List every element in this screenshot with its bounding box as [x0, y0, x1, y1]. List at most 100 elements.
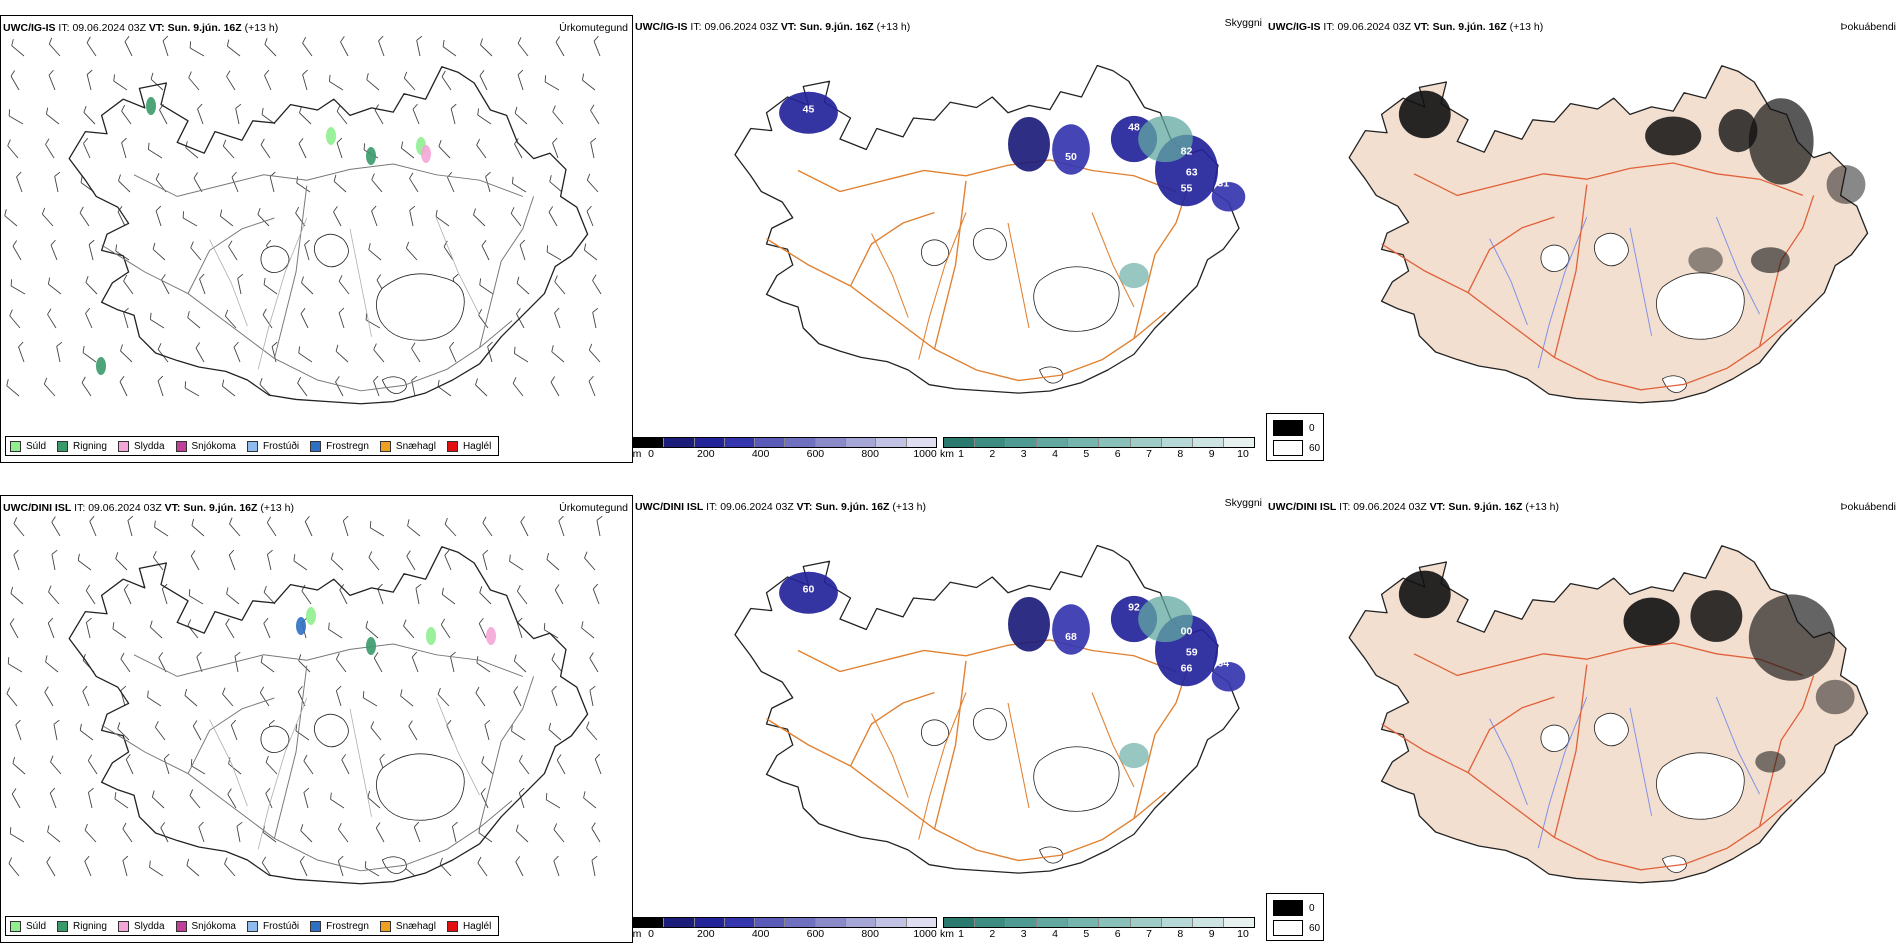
barb-flag: [10, 586, 14, 594]
barb-shaft: [551, 690, 558, 707]
barb-flag: [259, 378, 263, 385]
barb-shaft: [123, 312, 129, 329]
barb-shaft: [228, 554, 236, 571]
barb-flag: [517, 69, 524, 76]
barb-shaft: [437, 386, 452, 397]
barb-shaft: [596, 520, 601, 537]
barb-shaft: [124, 41, 133, 57]
barb-shaft: [299, 861, 308, 877]
visibility-value-label: 64: [1217, 657, 1229, 669]
legend-label: Slydda: [133, 440, 165, 452]
barb-flag: [192, 720, 198, 727]
scale-cell: [1161, 438, 1193, 447]
barb-flag: [16, 171, 22, 178]
wind-barb: [10, 70, 20, 91]
wind-barb: [187, 311, 201, 329]
barb-flag: [333, 174, 337, 182]
barb-shaft: [191, 765, 206, 775]
barb-shaft: [122, 860, 128, 877]
barb-shaft: [189, 47, 205, 57]
wind-barb: [190, 241, 202, 261]
wind-barb: [226, 70, 236, 91]
wind-barb: [10, 586, 24, 605]
glacier-outline: [313, 233, 349, 268]
precip-cell: [96, 357, 106, 375]
barb-shaft: [409, 210, 414, 227]
wind-barb: [157, 375, 164, 397]
barb-flag: [555, 36, 561, 43]
barb-flag: [260, 655, 263, 663]
legend-item: Rigning: [53, 440, 114, 452]
wind-barb: [182, 211, 198, 227]
fog-map: [1348, 545, 1869, 884]
legend-swatch: [57, 920, 69, 932]
barb-flag: [190, 550, 196, 557]
road-line: [797, 159, 1177, 193]
barb-shaft: [373, 657, 383, 673]
barb-shaft: [480, 793, 489, 809]
vt-value: Sun. 9.jún. 16Z: [799, 21, 874, 33]
barb-flag: [596, 516, 603, 521]
barb-shaft: [190, 247, 202, 261]
wind-barb: [586, 173, 599, 193]
wind-barb: [224, 309, 237, 329]
barb-shaft: [581, 627, 595, 639]
cloud-legend: 0 60: [1266, 893, 1324, 941]
barb-flag: [336, 105, 341, 112]
wind-barb: [442, 39, 457, 57]
wind-barb: [480, 787, 489, 809]
precip-cell: [366, 147, 376, 165]
low-ceiling-patch: [779, 571, 838, 614]
barb-flag: [226, 587, 229, 595]
legend-swatch: [446, 920, 458, 932]
scale-tick: 8: [1177, 448, 1184, 460]
barb-flag: [44, 686, 49, 693]
wind-barb: [544, 75, 560, 91]
wind-barb: [449, 341, 457, 363]
wind-barb: [482, 516, 493, 537]
barb-shaft: [406, 556, 416, 571]
barb-flag: [546, 245, 548, 253]
wind-barb: [300, 824, 313, 843]
barb-shaft: [112, 628, 127, 639]
wind-barb: [520, 516, 529, 537]
barb-flag: [160, 822, 166, 829]
wind-barb: [150, 72, 164, 91]
barb-shaft: [44, 692, 54, 707]
wind-barb: [87, 754, 98, 775]
road-line: [871, 233, 909, 318]
barb-shaft: [47, 622, 55, 639]
wind-barb: [333, 206, 342, 227]
wind-barb: [330, 552, 344, 571]
barb-shaft: [228, 763, 242, 775]
barb-flag: [152, 551, 157, 558]
barb-shaft: [516, 282, 530, 295]
barb-shaft: [121, 110, 132, 125]
wind-barb: [409, 172, 419, 193]
barb-shaft: [515, 861, 524, 877]
barb-flag: [480, 38, 483, 46]
wind-barb: [548, 722, 562, 741]
barb-shaft: [304, 521, 313, 537]
wind-barb: [9, 309, 21, 329]
river-line: [1537, 696, 1588, 849]
scale-tick: 8: [1177, 928, 1184, 940]
barb-shaft: [302, 42, 313, 57]
iceland-group: 45 48 82 63 55 31 03 38 50 34: [734, 64, 1246, 394]
barb-flag: [511, 724, 513, 732]
precip-type-panel-1: UWC/IG-IS IT: 09.06.2024 03Z VT: Sun. 9.…: [0, 15, 633, 463]
wind-barb: [558, 516, 565, 537]
legend-label: Súld: [26, 920, 47, 932]
barb-flag: [476, 138, 481, 146]
wind-barb: [86, 69, 93, 91]
low-ceiling-patch: [1211, 662, 1246, 692]
barb-shaft: [262, 314, 273, 329]
model-name: UWC/DINI ISL: [635, 501, 704, 513]
wind-barb: [85, 584, 96, 605]
cloud-legend: 0 60: [1266, 413, 1324, 461]
barb-flag: [412, 103, 418, 110]
precip-map: [6, 516, 603, 885]
fog-patch: [1623, 597, 1680, 646]
barb-flag: [302, 36, 307, 44]
wind-barb: [551, 653, 563, 673]
